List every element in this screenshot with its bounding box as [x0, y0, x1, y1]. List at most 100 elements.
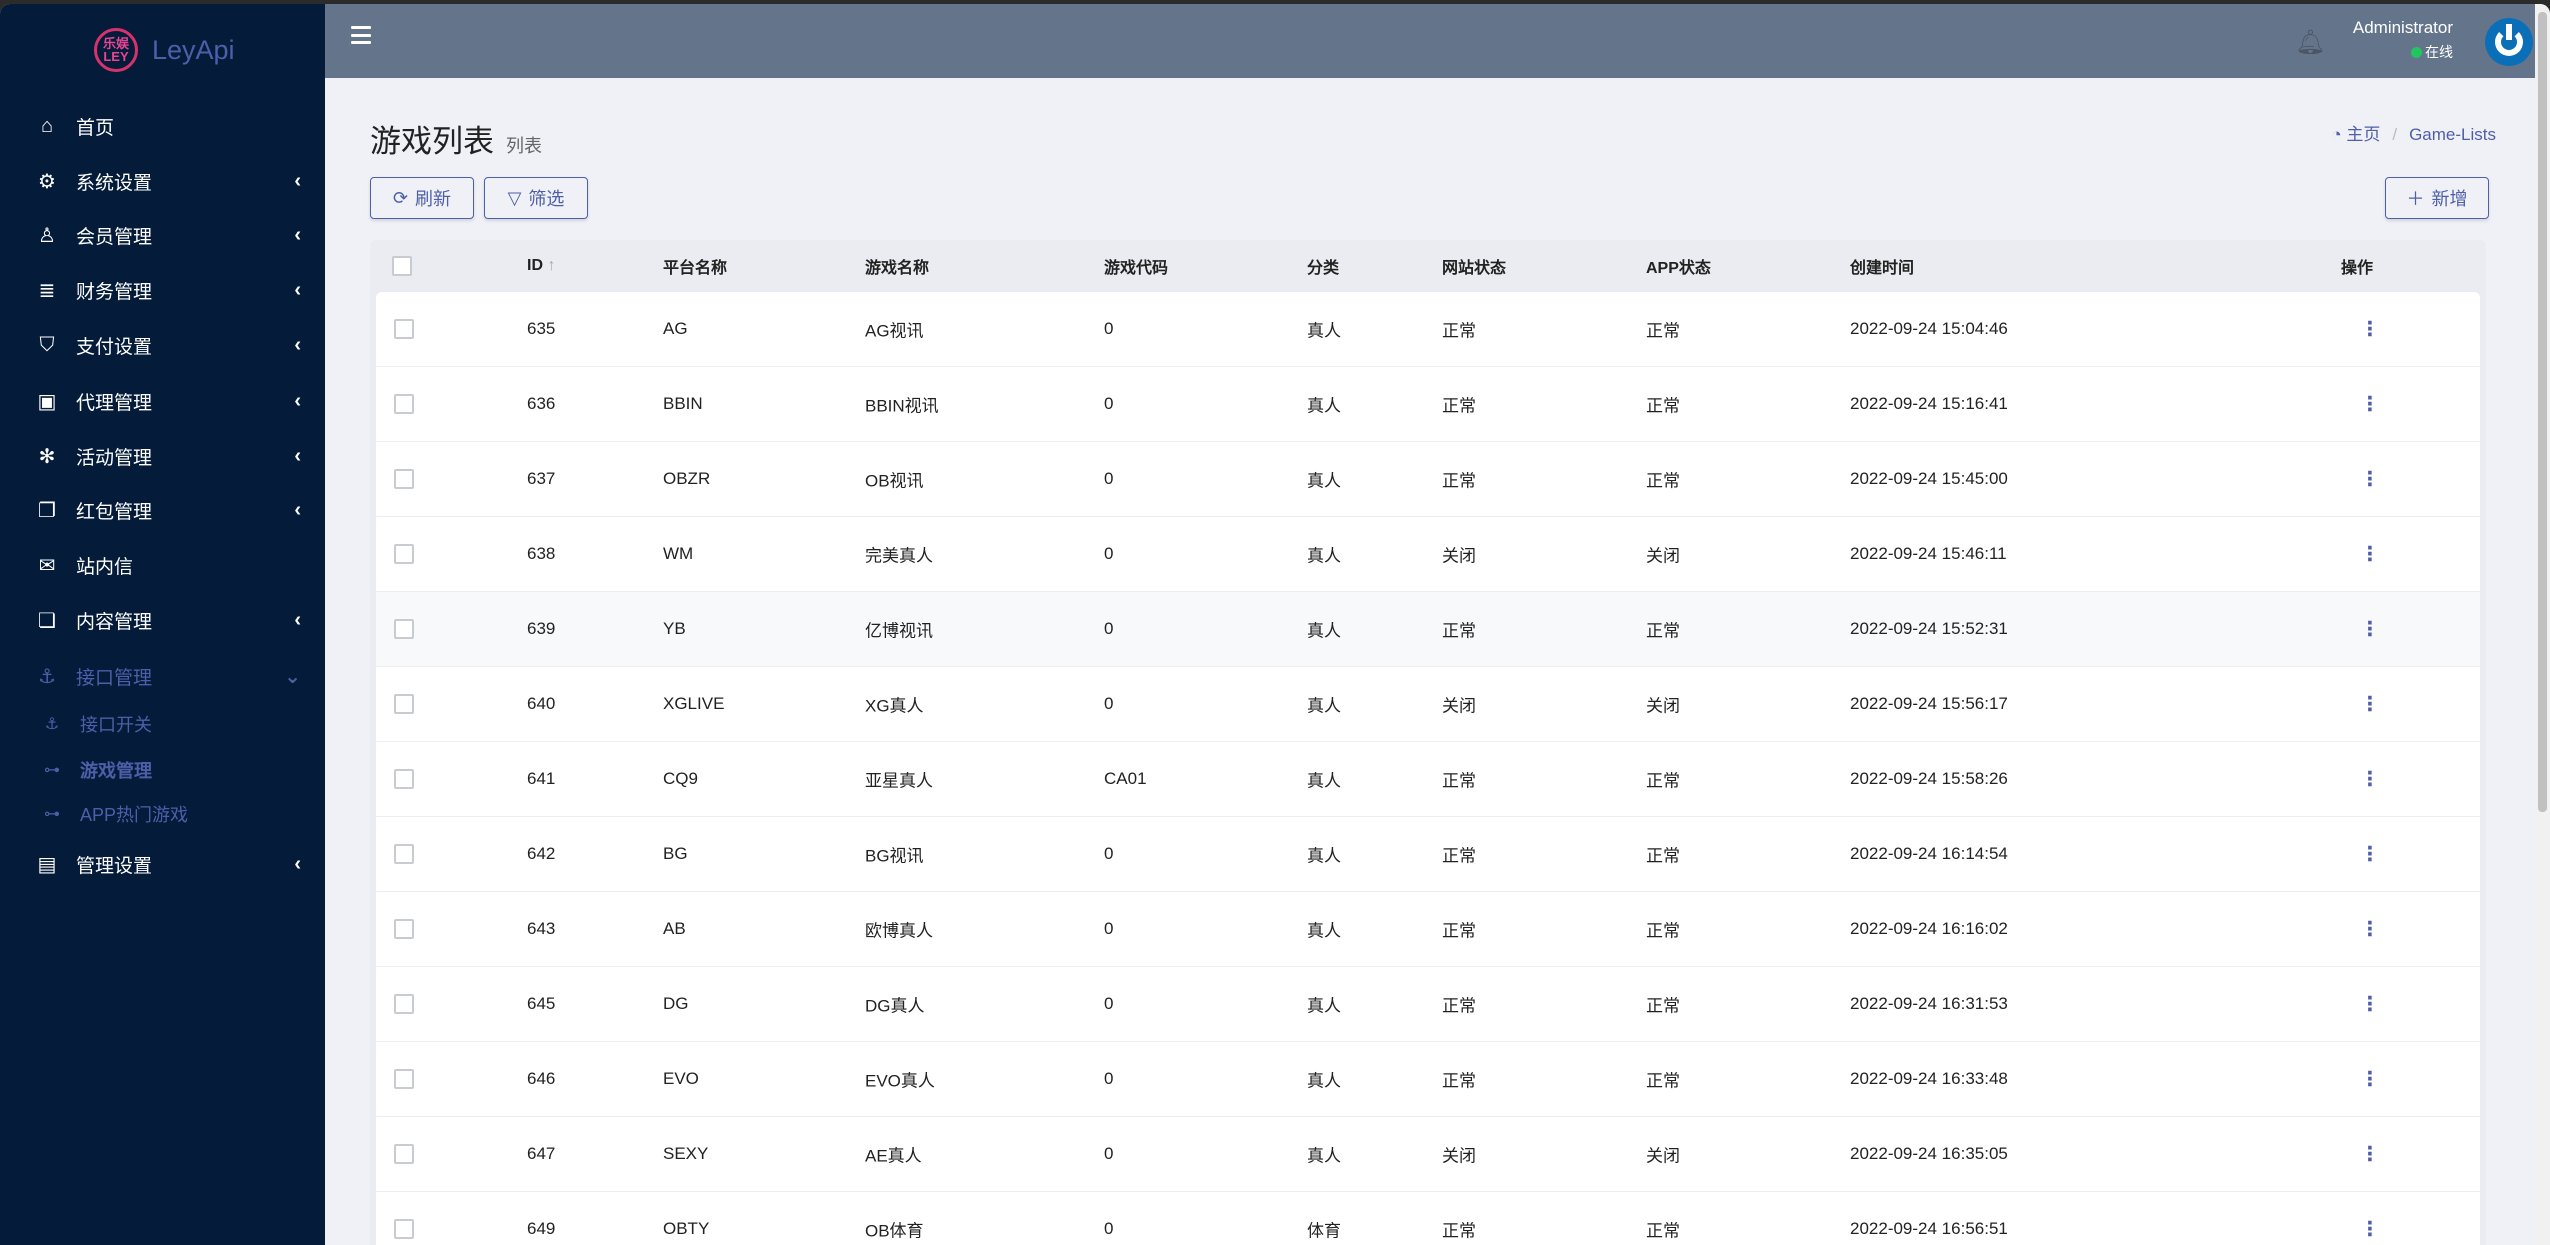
table-cell: 2022-09-24 16:56:51 — [1850, 1219, 2008, 1238]
row-checkbox[interactable] — [394, 919, 414, 939]
sidebar-item[interactable]: ≣ 财务管理 ‹ — [0, 265, 325, 315]
row-checkbox[interactable] — [394, 1219, 414, 1239]
column-header[interactable]: 平台名称 — [663, 254, 727, 278]
table-cell: 2022-09-24 15:04:46 — [1850, 319, 2008, 338]
table-cell: 真人 — [1307, 396, 1341, 416]
user-menu[interactable]: Administrator 在线 — [2353, 18, 2491, 62]
column-header[interactable]: 游戏名称 — [865, 254, 929, 278]
table-cell: YB — [663, 619, 686, 638]
table-cell: 0 — [1104, 694, 1114, 713]
table-cell: 647 — [527, 1144, 556, 1163]
more-actions-icon[interactable]: ⋮ — [2360, 693, 2380, 716]
table-cell: XGLIVE — [663, 694, 725, 713]
table-cell: 0 — [1104, 319, 1114, 338]
status-text: 在线 — [2425, 44, 2453, 60]
table-cell: 646 — [527, 1069, 556, 1088]
table-cell: 正常 — [1646, 846, 1680, 866]
more-actions-icon[interactable]: ⋮ — [2360, 843, 2380, 866]
row-checkbox[interactable] — [394, 469, 414, 489]
table-cell: 649 — [527, 1219, 556, 1238]
sidebar-subitem[interactable]: ⚓ 接口开关 — [0, 704, 325, 744]
table-cell: 0 — [1104, 994, 1114, 1013]
more-actions-icon[interactable]: ⋮ — [2360, 1068, 2380, 1091]
row-checkbox[interactable] — [394, 844, 414, 864]
row-checkbox[interactable] — [394, 544, 414, 564]
clone-icon: ❐ — [38, 499, 56, 522]
more-actions-icon[interactable]: ⋮ — [2360, 393, 2380, 416]
column-header[interactable]: 创建时间 — [1850, 254, 1914, 278]
sidebar-item[interactable]: ✻ 活动管理 ‹ — [0, 431, 325, 481]
table-cell: 正常 — [1646, 996, 1680, 1016]
table-cell: 正常 — [1442, 396, 1476, 416]
column-header[interactable]: 网站状态 — [1442, 254, 1506, 278]
sidebar-item[interactable]: ✉ 站内信 — [0, 540, 325, 590]
row-checkbox[interactable] — [394, 619, 414, 639]
id-card-icon: ▤ — [37, 853, 57, 876]
breadcrumb-home[interactable]: 主页 — [2346, 125, 2381, 144]
column-header[interactable]: 游戏代码 — [1104, 254, 1168, 278]
column-header[interactable]: ID ↑ — [527, 257, 555, 275]
sidebar-item[interactable]: ▣ 代理管理 ‹ — [0, 376, 325, 426]
sidebar-item[interactable]: ⛉ 支付设置 ‹ — [0, 320, 325, 370]
row-checkbox[interactable] — [394, 994, 414, 1014]
add-button[interactable]: ＋ 新增 — [2385, 177, 2489, 219]
sidebar-subitem-label: 游戏管理 — [80, 761, 152, 781]
row-checkbox[interactable] — [394, 394, 414, 414]
row-checkbox[interactable] — [394, 1069, 414, 1089]
sidebar-item[interactable]: ⌂ 首页 — [0, 101, 325, 151]
column-header-label: APP状态 — [1646, 260, 1711, 277]
address-book-icon: ▣ — [37, 390, 57, 413]
table-cell: OB体育 — [865, 1221, 924, 1241]
more-actions-icon[interactable]: ⋮ — [2360, 543, 2380, 566]
avatar[interactable] — [2485, 18, 2533, 66]
table-cell: OBZR — [663, 469, 711, 488]
sidebar-item[interactable]: ⚓ 接口管理 ⌄ — [0, 651, 325, 701]
chevron-left-icon: ‹ — [294, 169, 301, 192]
table-row: 636 BBIN BBIN视讯 0 真人 正常 正常 2022-09-24 15:16:41 ⋮ — [376, 367, 2480, 442]
bell-icon[interactable]: 🔔︎ — [2295, 29, 2326, 56]
column-header[interactable]: 操作 — [2341, 254, 2373, 278]
chevron-left-icon: ‹ — [294, 608, 301, 631]
row-checkbox[interactable] — [394, 1144, 414, 1164]
more-actions-icon[interactable]: ⋮ — [2360, 618, 2380, 641]
row-checkbox[interactable] — [394, 319, 414, 339]
sort-asc-icon[interactable]: ↑ — [547, 257, 556, 274]
row-checkbox[interactable] — [394, 769, 414, 789]
table-cell: 正常 — [1442, 1071, 1476, 1091]
menu-toggle-icon[interactable] — [351, 26, 371, 44]
filter-button[interactable]: ▽ 筛选 — [484, 177, 588, 219]
more-actions-icon[interactable]: ⋮ — [2360, 918, 2380, 941]
table-cell: 真人 — [1307, 471, 1341, 491]
chevron-left-icon: ‹ — [294, 852, 301, 875]
sidebar-subitem[interactable]: ⊶ APP热门游戏 — [0, 794, 325, 834]
sidebar-item[interactable]: ❏ 内容管理 ‹ — [0, 595, 325, 645]
logo[interactable]: 乐娱 LEY LeyApi — [94, 28, 235, 72]
more-actions-icon[interactable]: ⋮ — [2360, 1143, 2380, 1166]
table-cell: 642 — [527, 844, 556, 863]
column-header[interactable]: 分类 — [1307, 254, 1339, 278]
scrollbar[interactable] — [2535, 4, 2550, 1245]
column-header-label: 创建时间 — [1850, 260, 1915, 277]
user-status: 在线 — [2353, 42, 2453, 62]
table-cell: 0 — [1104, 1069, 1114, 1088]
more-actions-icon[interactable]: ⋮ — [2360, 993, 2380, 1016]
sidebar-item[interactable]: ♙ 会员管理 ‹ — [0, 210, 325, 260]
column-header[interactable]: APP状态 — [1646, 254, 1711, 278]
table-cell: 亚星真人 — [865, 771, 933, 791]
table-cell: 2022-09-24 16:31:53 — [1850, 994, 2008, 1013]
sidebar-item[interactable]: ❐ 红包管理 ‹ — [0, 485, 325, 535]
table-cell: 正常 — [1646, 396, 1680, 416]
table-cell: 正常 — [1442, 621, 1476, 641]
refresh-button[interactable]: ⟳ 刷新 — [370, 177, 474, 219]
more-actions-icon[interactable]: ⋮ — [2360, 1218, 2380, 1241]
row-checkbox[interactable] — [394, 694, 414, 714]
sidebar-item[interactable]: ⚙ 系统设置 ‹ — [0, 156, 325, 206]
select-all-checkbox[interactable] — [392, 256, 412, 276]
sidebar-item[interactable]: ▤ 管理设置 ‹ — [0, 839, 325, 889]
more-actions-icon[interactable]: ⋮ — [2360, 468, 2380, 491]
sidebar-item-label: 红包管理 — [76, 501, 153, 523]
table-cell: 0 — [1104, 469, 1114, 488]
more-actions-icon[interactable]: ⋮ — [2360, 318, 2380, 341]
sidebar-subitem[interactable]: ⊶ 游戏管理 — [0, 750, 325, 790]
more-actions-icon[interactable]: ⋮ — [2360, 768, 2380, 791]
